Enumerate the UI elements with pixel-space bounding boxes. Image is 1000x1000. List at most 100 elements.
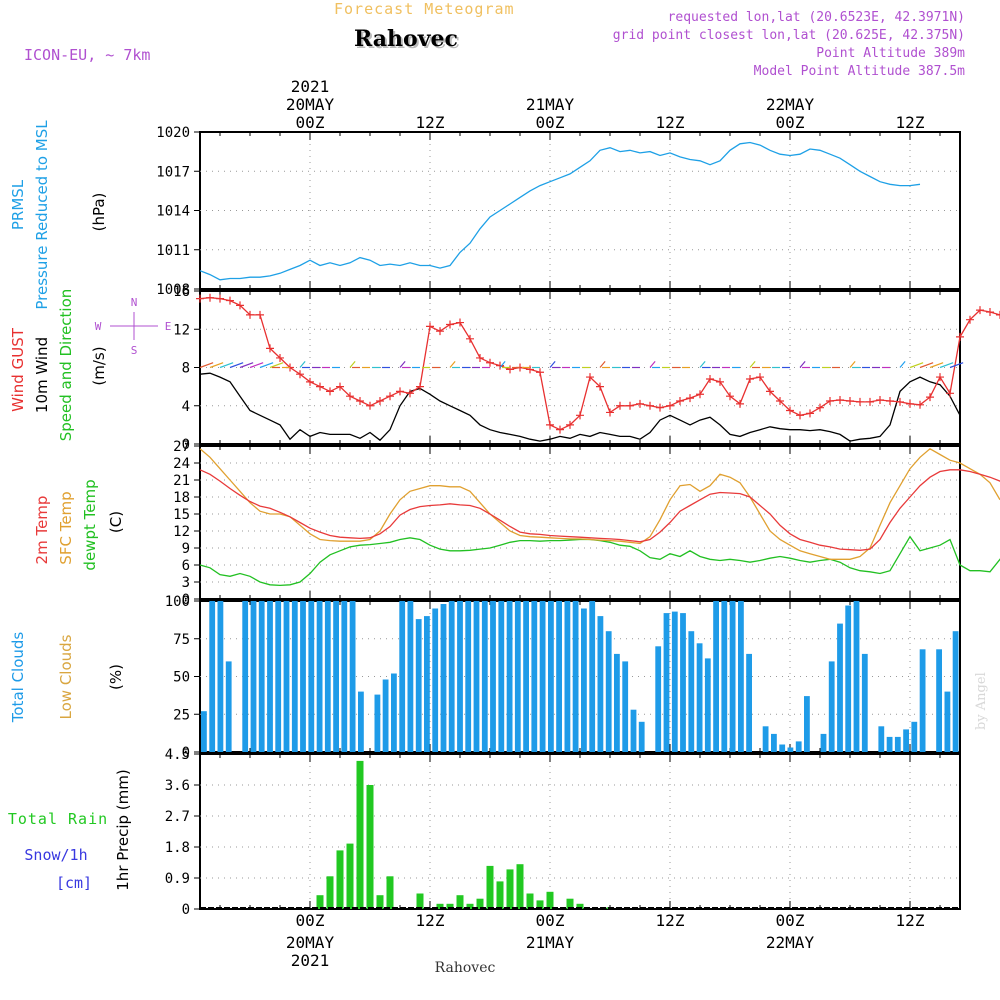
grid-point-coords: grid point closest lon,lat (20.625E, 42.… [612,28,965,43]
y-tick-label: 0 [182,745,190,761]
total-cloud-bar [358,691,364,752]
bottom-year-label: 2021 [291,951,330,970]
wind-gust-line-point [326,387,334,396]
total-cloud-bar [514,601,521,752]
total-cloud-bar [828,661,835,752]
total-cloud-bar [663,613,670,752]
wind-gust-line-point [876,396,884,405]
rain-bar [386,876,394,909]
wind-gust-line-point [556,425,564,434]
requested-coords: requested lon,lat (20.6523E, 42.3971N) [667,10,965,25]
wind-gust-line-point [336,382,344,391]
wind-gust-line-point [486,358,494,367]
total-cloud-bar [952,631,959,752]
total-cloud-bar [630,709,637,752]
y-tick-label: 9 [182,541,190,557]
wind-gust-line-point [456,318,464,327]
wind-arrow [939,362,954,369]
wind-gust-line-point [686,394,694,403]
wind-arrow [299,360,306,368]
total-cloud-bar [655,646,662,752]
total-cloud-bar [837,623,843,752]
wind-arrow [219,362,234,369]
wind-arrow [449,360,456,368]
total-cloud-bar [762,726,769,752]
total-cloud-bar [564,601,571,752]
wind-arrow [209,362,224,369]
wind-arrow [259,362,274,369]
wind-gust-line-point [446,320,454,329]
wind-arrow [549,360,556,368]
wind-gust-line-point [996,310,1000,319]
y-tick-label: 8 [182,361,190,377]
wind-gust-line-point [506,365,514,374]
y-tick-label: 15 [173,507,190,523]
panel-frame [199,753,961,910]
wind-gust-line-point [466,334,474,343]
dewpoint-line [199,535,1000,587]
sfc-temp-line [199,448,1000,560]
top-date-label: 22MAY [766,95,815,114]
total-cloud-bar [316,601,323,752]
total-cloud-bar [638,721,645,752]
rain-bar [516,864,524,909]
bottom-date-label: 20MAY [286,933,335,952]
rain-bar [536,900,544,909]
total-cloud-bar [713,601,719,752]
bottom-time-tick-label: 00Z [776,911,805,930]
wind-gust-line-point [906,399,914,408]
wind-arrow [749,360,756,368]
snow-unit-label: [cm] [56,874,92,892]
wind-gust-line-point [576,411,584,420]
y-tick-label: 1014 [156,204,190,220]
total-cloud-bar [391,673,397,752]
y-tick-label: 16 [173,284,190,300]
wind-gust-line-point [656,403,664,412]
wind-gust-line-point [316,382,324,391]
wind-gust-line-point [306,377,314,386]
wind-arrow [349,360,356,368]
rain-bar [466,903,474,909]
total-cloud-bar [209,601,216,752]
wind-gust-line-point [376,396,384,405]
total-cloud-bar [415,619,422,752]
temp-unit-label: (C) [107,511,125,533]
top-time-tick-label: 00Z [536,113,565,132]
wind-arrow [699,360,706,368]
wind-gust-line-point [786,406,794,415]
wind-gust-line-point [386,392,394,401]
total-cloud-bar [903,729,909,752]
total-cloud-bar [242,601,249,752]
wind-gust-line-point [916,400,924,409]
total-cloud-bar [680,613,686,752]
wind-unit-label: (m/s) [90,346,108,385]
rain-bar [476,898,484,909]
total-cloud-bar [448,601,455,752]
total-cloud-bar [324,601,331,752]
y-tick-label: 24 [173,456,190,472]
rain-bar [316,895,324,909]
wind-gust-line-point [586,373,594,382]
total-cloud-bar [894,736,901,752]
wind-arrow [909,362,924,369]
top-time-tick-label: 12Z [656,113,685,132]
wind-gust-line-point [706,374,714,383]
wind-arrow [649,360,656,368]
wind-gust-line-point [426,322,434,331]
wind-gust-line-point [676,396,684,405]
model-label: ICON-EU, ~ 7km [24,46,151,64]
total-cloud-bar [721,601,728,752]
top-time-tick-label: 12Z [896,113,925,132]
panel-frame [199,445,961,600]
y-tick-label: 1011 [156,243,190,259]
wind-gust-line-point [796,411,804,420]
wind-gust-line [199,297,1000,431]
wind-gust-line-point [356,396,364,405]
wind-gust-line-point [596,382,604,391]
wind-arrow [799,360,806,368]
y-tick-label: 12 [173,322,190,338]
pressure-unit-label: (hPa) [90,193,108,232]
wind-gust-line-point [606,408,614,417]
y-tick-label: 0 [182,437,190,453]
